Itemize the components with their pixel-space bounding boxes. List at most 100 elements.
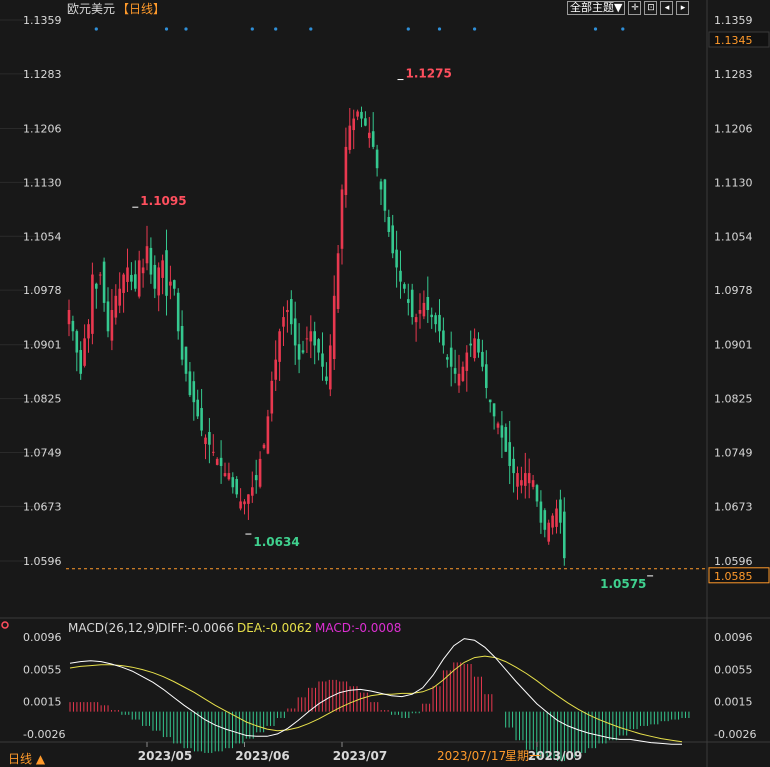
candle-up <box>516 473 519 487</box>
candle-down <box>254 475 258 481</box>
candle-down <box>360 111 363 119</box>
price-tick-left: 1.0978 <box>23 284 62 297</box>
macd-settings-icon[interactable] <box>1 621 9 629</box>
candle-up <box>344 146 348 195</box>
candle-up <box>270 380 274 414</box>
price-tick-right: 1.1283 <box>714 68 753 81</box>
candle-down <box>399 270 402 282</box>
theme-select-button[interactable]: 全部主题▼ <box>567 1 626 15</box>
candle-down <box>453 368 457 374</box>
candle-up <box>551 515 554 528</box>
candle-down <box>508 442 511 466</box>
candle-down <box>130 274 133 282</box>
time-label: 2023/05 <box>138 749 192 763</box>
candle-up <box>555 508 558 527</box>
candle-up <box>247 494 250 504</box>
macd-tick-right: -0.0026 <box>714 728 756 741</box>
candle-up <box>305 338 309 340</box>
candle-up <box>157 267 160 296</box>
fit-icon[interactable]: ⊡ <box>644 1 658 15</box>
scroll-left-icon[interactable]: ◂ <box>660 1 674 15</box>
price-tick-left: 1.0825 <box>23 393 62 406</box>
current-price-badge <box>708 567 770 584</box>
candle-up <box>169 281 172 286</box>
crosshair-icon[interactable]: ✛ <box>628 1 642 15</box>
candle-down <box>321 353 324 367</box>
scroll-right-icon[interactable]: ▸ <box>676 1 690 15</box>
candle-down <box>371 131 375 147</box>
macd-tick-left: -0.0026 <box>23 728 65 741</box>
top-price-badge-text: 1.1345 <box>714 34 753 47</box>
candle-down <box>313 331 316 346</box>
annotation-label: 1.1095 <box>140 194 186 208</box>
macd-tick-right: 0.0015 <box>714 695 753 708</box>
candle-up <box>457 373 461 386</box>
candle-down <box>543 510 547 530</box>
candle-down <box>317 339 320 353</box>
cursor-date: 2023/07/17 <box>437 749 506 763</box>
price-tick-right: 1.0978 <box>714 284 753 297</box>
candle-up <box>348 125 352 150</box>
candle-up <box>212 451 215 453</box>
annotation-label: 1.0575 <box>600 577 646 591</box>
candle-up <box>352 118 355 131</box>
candle-up <box>418 309 422 314</box>
candle-down <box>477 338 480 353</box>
candle-up <box>145 246 149 264</box>
candle-down <box>71 320 75 332</box>
candle-up <box>465 352 469 371</box>
candle-down <box>219 457 223 466</box>
price-tick-right: 1.1206 <box>714 122 753 135</box>
price-tick-right: 1.0749 <box>714 447 753 460</box>
event-marker <box>593 27 598 31</box>
price-tick-right: 1.1359 <box>714 14 753 27</box>
time-axis: 2023/05 2023/06 2023/07 2023/09 <box>138 742 582 763</box>
candle-down <box>469 343 472 346</box>
candle-down <box>539 501 543 523</box>
macd-diff-label: DIFF:-0.0066 <box>158 621 234 635</box>
time-label: 2023/09 <box>528 749 582 763</box>
candle-down <box>200 408 203 431</box>
macd-panel: 0.0096 0.0096 0.0055 0.0055 0.0015 0.0015 -0.0… <box>23 631 756 761</box>
price-tick-left: 1.1359 <box>23 14 62 27</box>
candle-up <box>461 366 465 381</box>
candle-up <box>422 302 426 317</box>
candle-up <box>368 132 371 139</box>
candle-down <box>379 181 383 190</box>
candle-down <box>196 399 199 417</box>
candle-up <box>204 437 207 445</box>
price-tick-left: 1.0596 <box>23 555 62 568</box>
period-switch-button[interactable]: 日线 ▲ <box>8 752 46 766</box>
candle-up <box>496 423 500 428</box>
candle-down <box>383 179 387 211</box>
candle-down <box>446 357 449 360</box>
candle-up <box>118 288 121 306</box>
price-tick-left: 1.1130 <box>23 176 62 189</box>
event-marker <box>164 27 169 31</box>
current-price-badge-text: 1.0585 <box>714 570 753 583</box>
candle-up <box>251 487 254 496</box>
candle-down <box>426 296 430 310</box>
price-tick-right: 1.0825 <box>714 393 753 406</box>
candle-up <box>527 473 531 484</box>
candle-down <box>395 249 398 268</box>
price-tick-right: 1.0596 <box>714 555 753 568</box>
candle-up <box>414 317 418 323</box>
macd-tick-right: 0.0055 <box>714 664 753 677</box>
time-label: 2023/07 <box>333 749 387 763</box>
macd-value-label: MACD:-0.0008 <box>315 621 401 635</box>
candle-up <box>531 480 535 487</box>
candle-up <box>114 295 118 318</box>
candle-up <box>137 260 141 297</box>
event-marker <box>250 27 254 31</box>
diff-line <box>69 638 682 745</box>
event-marker <box>94 27 98 31</box>
candle-down <box>512 458 515 474</box>
candle-down <box>165 250 168 296</box>
candle-down <box>75 331 79 353</box>
candle-up <box>282 317 285 327</box>
candle-up <box>332 295 336 360</box>
